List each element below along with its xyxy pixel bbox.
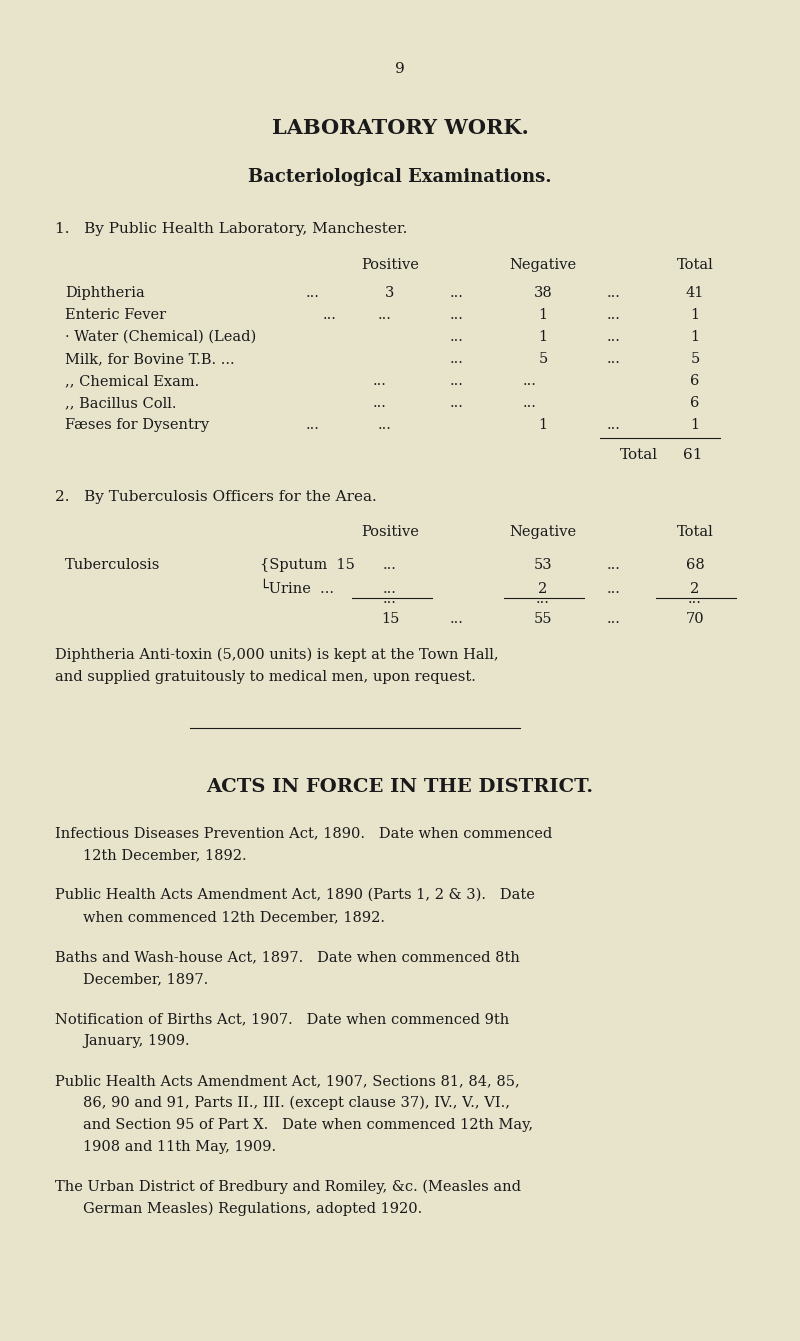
Text: ,, Bacillus Coll.: ,, Bacillus Coll. [65,396,177,410]
Text: January, 1909.: January, 1909. [83,1034,190,1049]
Text: 61: 61 [683,448,702,463]
Text: ...: ... [688,591,702,606]
Text: ...: ... [378,308,392,322]
Text: 6: 6 [690,396,700,410]
Text: ...: ... [450,308,464,322]
Text: German Measles) Regulations, adopted 1920.: German Measles) Regulations, adopted 192… [83,1202,422,1216]
Text: 9: 9 [395,62,405,76]
Text: 1: 1 [690,330,699,345]
Text: Notification of Births Act, 1907.   Date when commenced 9th: Notification of Births Act, 1907. Date w… [55,1012,510,1026]
Text: └Urine  ...: └Urine ... [260,582,334,597]
Text: ...: ... [383,558,397,573]
Text: 68: 68 [686,558,704,573]
Text: Enteric Fever: Enteric Fever [65,308,166,322]
Text: Tuberculosis: Tuberculosis [65,558,160,573]
Text: Fæses for Dysentry: Fæses for Dysentry [65,418,209,432]
Text: ...: ... [306,286,320,300]
Text: Bacteriological Examinations.: Bacteriological Examinations. [248,168,552,186]
Text: 6: 6 [690,374,700,388]
Text: ...: ... [607,418,621,432]
Text: 1: 1 [538,330,547,345]
Text: 3: 3 [386,286,394,300]
Text: Public Health Acts Amendment Act, 1907, Sections 81, 84, 85,: Public Health Acts Amendment Act, 1907, … [55,1074,520,1088]
Text: ...: ... [607,286,621,300]
Text: 2: 2 [690,582,700,595]
Text: ...: ... [607,351,621,366]
Text: The Urban District of Bredbury and Romiley, &c. (Measles and: The Urban District of Bredbury and Romil… [55,1180,521,1195]
Text: ...: ... [450,330,464,345]
Text: ...: ... [323,308,337,322]
Text: Total: Total [620,448,658,463]
Text: ...: ... [607,558,621,573]
Text: Negative: Negative [510,524,577,539]
Text: 12th December, 1892.: 12th December, 1892. [83,848,246,862]
Text: Infectious Diseases Prevention Act, 1890.   Date when commenced: Infectious Diseases Prevention Act, 1890… [55,826,552,839]
Text: 1: 1 [538,308,547,322]
Text: Total: Total [677,524,714,539]
Text: Positive: Positive [361,257,419,272]
Text: 86, 90 and 91, Parts II., III. (except clause 37), IV., V., VI.,: 86, 90 and 91, Parts II., III. (except c… [83,1096,510,1110]
Text: 2: 2 [538,582,548,595]
Text: Diphtheria: Diphtheria [65,286,145,300]
Text: Diphtheria Anti-toxin (5,000 units) is kept at the Town Hall,: Diphtheria Anti-toxin (5,000 units) is k… [55,648,498,662]
Text: Baths and Wash-house Act, 1897.   Date when commenced 8th: Baths and Wash-house Act, 1897. Date whe… [55,949,520,964]
Text: ...: ... [383,591,397,606]
Text: 41: 41 [686,286,704,300]
Text: December, 1897.: December, 1897. [83,972,208,986]
Text: ...: ... [607,582,621,595]
Text: ...: ... [383,582,397,595]
Text: ,, Chemical Exam.: ,, Chemical Exam. [65,374,199,388]
Text: ...: ... [450,611,464,626]
Text: ...: ... [536,591,550,606]
Text: 2.   By Tuberculosis Officers for the Area.: 2. By Tuberculosis Officers for the Area… [55,489,377,504]
Text: 55: 55 [534,611,552,626]
Text: Total: Total [677,257,714,272]
Text: ...: ... [378,418,392,432]
Text: ...: ... [450,286,464,300]
Text: ...: ... [607,330,621,345]
Text: ...: ... [607,308,621,322]
Text: 70: 70 [686,611,704,626]
Text: · Water (Chemical) (Lead): · Water (Chemical) (Lead) [65,330,256,345]
Text: 1: 1 [538,418,547,432]
Text: and supplied gratuitously to medical men, upon request.: and supplied gratuitously to medical men… [55,670,476,684]
Text: 5: 5 [538,351,548,366]
Text: ...: ... [450,374,464,388]
Text: ...: ... [306,418,320,432]
Text: 1.   By Public Health Laboratory, Manchester.: 1. By Public Health Laboratory, Manchest… [55,223,407,236]
Text: 53: 53 [534,558,552,573]
Text: ...: ... [607,611,621,626]
Text: 15: 15 [381,611,399,626]
Text: ...: ... [450,351,464,366]
Text: Positive: Positive [361,524,419,539]
Text: ...: ... [373,396,387,410]
Text: LABORATORY WORK.: LABORATORY WORK. [271,118,529,138]
Text: 5: 5 [690,351,700,366]
Text: ACTS IN FORCE IN THE DISTRICT.: ACTS IN FORCE IN THE DISTRICT. [206,778,594,797]
Text: {Sputum  15: {Sputum 15 [260,558,355,573]
Text: ...: ... [373,374,387,388]
Text: 1: 1 [690,418,699,432]
Text: ...: ... [523,374,537,388]
Text: Milk, for Bovine T.B. ...: Milk, for Bovine T.B. ... [65,351,234,366]
Text: when commenced 12th December, 1892.: when commenced 12th December, 1892. [83,911,385,924]
Text: Negative: Negative [510,257,577,272]
Text: and Section 95 of Part X.   Date when commenced 12th May,: and Section 95 of Part X. Date when comm… [83,1118,533,1132]
Text: 1: 1 [690,308,699,322]
Text: ...: ... [523,396,537,410]
Text: 1908 and 11th May, 1909.: 1908 and 11th May, 1909. [83,1140,276,1155]
Text: 38: 38 [534,286,552,300]
Text: ...: ... [450,396,464,410]
Text: Public Health Acts Amendment Act, 1890 (Parts 1, 2 & 3).   Date: Public Health Acts Amendment Act, 1890 (… [55,888,535,902]
